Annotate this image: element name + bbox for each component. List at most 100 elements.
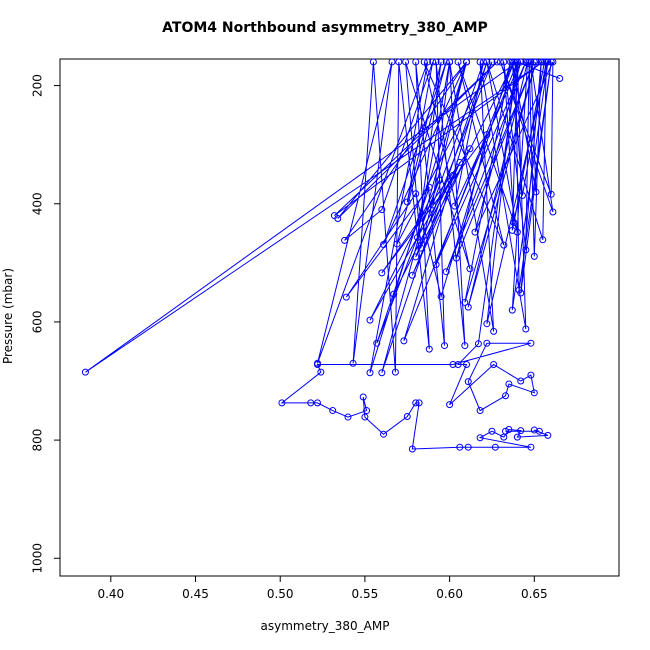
data-point xyxy=(415,399,423,407)
data-point xyxy=(517,58,525,66)
data-point xyxy=(471,228,479,236)
data-point xyxy=(527,339,535,347)
data-point xyxy=(530,426,538,434)
data-point xyxy=(81,368,89,376)
data-point xyxy=(525,58,533,66)
data-point xyxy=(378,206,386,214)
data-point xyxy=(483,131,491,139)
data-point xyxy=(502,392,510,400)
data-point xyxy=(539,236,547,244)
data-point xyxy=(432,261,440,269)
data-point xyxy=(466,145,474,153)
data-point xyxy=(378,269,386,277)
x-axis: 0.40 0.45 0.50 0.55 0.60 0.65 xyxy=(97,575,548,601)
data-point xyxy=(449,171,457,179)
data-point xyxy=(366,316,374,324)
data-point xyxy=(556,74,564,82)
data-point xyxy=(435,176,443,184)
data-point xyxy=(412,253,420,261)
data-point xyxy=(522,325,530,333)
data-point xyxy=(388,58,396,66)
data-point xyxy=(395,58,403,66)
data-point xyxy=(363,407,371,415)
data-point xyxy=(464,303,472,311)
data-point xyxy=(483,58,491,66)
data-point xyxy=(488,427,496,435)
data-point xyxy=(344,413,352,421)
data-point xyxy=(307,399,315,407)
data-point xyxy=(380,430,388,438)
data-point xyxy=(313,360,321,368)
data-point xyxy=(547,58,555,66)
data-point xyxy=(417,244,425,252)
data-point xyxy=(412,399,420,407)
data-point xyxy=(496,58,504,66)
data-point xyxy=(537,58,545,66)
data-point xyxy=(334,215,342,223)
data-point xyxy=(449,360,457,368)
data-point xyxy=(476,407,484,415)
data-point xyxy=(451,202,459,210)
data-point xyxy=(530,389,538,397)
x-tick-label: 0.65 xyxy=(521,587,548,601)
data-point xyxy=(505,380,513,388)
data-point xyxy=(359,393,367,401)
data-point xyxy=(424,58,432,66)
data-point xyxy=(502,427,510,435)
data-point xyxy=(476,58,484,66)
y-tick-label: 200 xyxy=(31,74,45,97)
data-point xyxy=(441,342,449,350)
data-point xyxy=(483,320,491,328)
data-point xyxy=(461,342,469,350)
data-point xyxy=(483,339,491,347)
data-point xyxy=(464,443,472,451)
data-point xyxy=(373,339,381,347)
data-point xyxy=(527,371,535,379)
data-point xyxy=(513,58,521,66)
x-tick-label: 0.60 xyxy=(436,587,463,601)
data-point xyxy=(366,369,374,377)
data-point xyxy=(369,58,377,66)
data-point xyxy=(454,58,462,66)
data-point xyxy=(466,265,474,273)
data-point xyxy=(508,306,516,314)
series-lines xyxy=(85,61,560,450)
data-point xyxy=(540,58,548,66)
x-axis-label: asymmetry_380_AMP xyxy=(260,619,390,633)
data-point xyxy=(456,443,464,451)
data-point xyxy=(544,431,552,439)
data-point xyxy=(437,58,445,66)
data-point xyxy=(454,360,462,368)
data-point xyxy=(463,58,471,66)
data-point xyxy=(491,443,499,451)
data-point xyxy=(476,434,484,442)
data-point xyxy=(408,271,416,279)
data-point xyxy=(507,58,515,66)
data-point xyxy=(493,58,501,66)
data-point xyxy=(437,293,445,301)
data-point xyxy=(527,443,535,451)
data-point xyxy=(413,233,421,241)
data-point xyxy=(432,58,440,66)
data-point xyxy=(380,241,388,249)
data-point xyxy=(412,190,420,198)
data-point xyxy=(442,268,450,276)
chart-title: ATOM4 Northbound asymmetry_380_AMP xyxy=(162,20,488,36)
data-point xyxy=(393,240,401,248)
data-point xyxy=(429,201,437,209)
data-point xyxy=(456,158,464,166)
data-point xyxy=(403,412,411,420)
data-point xyxy=(463,360,471,368)
data-point xyxy=(530,252,538,260)
x-tick-label: 0.45 xyxy=(182,587,209,601)
data-point xyxy=(479,58,487,66)
data-point xyxy=(517,427,525,435)
data-point xyxy=(390,290,398,298)
data-point xyxy=(446,401,454,409)
data-point xyxy=(517,377,525,385)
data-point xyxy=(361,413,369,421)
data-point xyxy=(535,427,543,435)
data-point xyxy=(500,241,508,249)
data-point xyxy=(518,191,526,199)
